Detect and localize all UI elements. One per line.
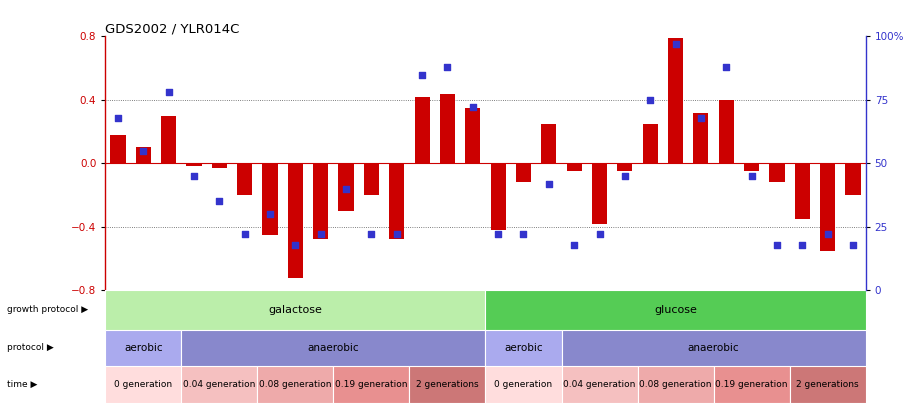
Bar — [415, 97, 430, 163]
Bar — [491, 163, 506, 230]
Text: GDS2002 / YLR014C: GDS2002 / YLR014C — [105, 22, 240, 35]
Point — [669, 41, 683, 47]
Point — [643, 97, 658, 103]
Text: anaerobic: anaerobic — [688, 343, 739, 353]
Bar — [638, 367, 714, 403]
Bar — [263, 163, 278, 234]
Bar — [769, 163, 784, 182]
Text: glucose: glucose — [654, 305, 697, 315]
Bar — [181, 330, 485, 367]
Bar — [592, 163, 607, 224]
Point — [744, 173, 758, 179]
Point — [541, 180, 556, 187]
Point — [592, 231, 606, 238]
Point — [339, 185, 354, 192]
Point — [440, 64, 454, 70]
Point — [517, 231, 531, 238]
Bar — [440, 94, 455, 163]
Point — [136, 147, 150, 154]
Bar — [339, 163, 354, 211]
Bar — [111, 135, 125, 163]
Point — [237, 231, 252, 238]
Bar — [617, 163, 632, 171]
Point — [693, 114, 708, 121]
Bar — [161, 116, 176, 163]
Bar — [541, 124, 556, 163]
Point — [212, 198, 227, 205]
Bar — [485, 330, 562, 367]
Bar — [288, 163, 303, 277]
Bar — [714, 367, 790, 403]
Bar — [465, 108, 480, 163]
Bar — [485, 290, 866, 330]
Text: 0.08 generation: 0.08 generation — [639, 380, 712, 389]
Text: time ▶: time ▶ — [7, 380, 38, 389]
Text: 0.08 generation: 0.08 generation — [259, 380, 332, 389]
Point — [795, 241, 810, 248]
Bar — [795, 163, 810, 219]
Point — [415, 71, 430, 78]
Bar — [790, 367, 866, 403]
Point — [263, 211, 278, 217]
Bar — [820, 163, 835, 251]
Text: aerobic: aerobic — [504, 343, 543, 353]
Bar — [333, 367, 409, 403]
Bar — [105, 290, 485, 330]
Point — [313, 231, 328, 238]
Bar — [181, 367, 257, 403]
Point — [465, 104, 480, 111]
Bar — [409, 367, 485, 403]
Bar — [237, 163, 252, 195]
Bar — [567, 163, 582, 171]
Text: 2 generations: 2 generations — [416, 380, 479, 389]
Text: 2 generations: 2 generations — [796, 380, 859, 389]
Bar — [136, 147, 151, 163]
Point — [288, 241, 302, 248]
Bar — [187, 163, 202, 166]
Bar — [257, 367, 333, 403]
Point — [567, 241, 582, 248]
Point — [821, 231, 835, 238]
Text: 0.04 generation: 0.04 generation — [183, 380, 256, 389]
Bar — [389, 163, 404, 239]
Text: growth protocol ▶: growth protocol ▶ — [7, 305, 89, 314]
Point — [111, 114, 125, 121]
Bar — [105, 330, 181, 367]
Bar — [744, 163, 759, 171]
Bar — [105, 367, 181, 403]
Bar — [562, 367, 638, 403]
Bar — [693, 113, 708, 163]
Text: galactose: galactose — [268, 305, 322, 315]
Point — [161, 89, 176, 96]
Text: 0.19 generation: 0.19 generation — [715, 380, 788, 389]
Point — [617, 173, 632, 179]
Bar — [516, 163, 531, 182]
Text: 0 generation: 0 generation — [495, 380, 552, 389]
Point — [491, 231, 506, 238]
Bar — [845, 163, 860, 195]
Text: protocol ▶: protocol ▶ — [7, 343, 54, 352]
Point — [389, 231, 404, 238]
Point — [845, 241, 860, 248]
Point — [719, 64, 734, 70]
Bar — [668, 38, 683, 163]
Bar — [643, 124, 658, 163]
Text: 0.19 generation: 0.19 generation — [335, 380, 408, 389]
Point — [364, 231, 379, 238]
Bar — [313, 163, 328, 239]
Text: aerobic: aerobic — [124, 343, 163, 353]
Bar — [485, 367, 562, 403]
Text: 0.04 generation: 0.04 generation — [563, 380, 636, 389]
Bar — [364, 163, 379, 195]
Bar — [562, 330, 866, 367]
Bar — [719, 100, 734, 163]
Text: anaerobic: anaerobic — [308, 343, 359, 353]
Point — [769, 241, 784, 248]
Point — [187, 173, 202, 179]
Bar — [212, 163, 227, 168]
Text: 0 generation: 0 generation — [114, 380, 172, 389]
